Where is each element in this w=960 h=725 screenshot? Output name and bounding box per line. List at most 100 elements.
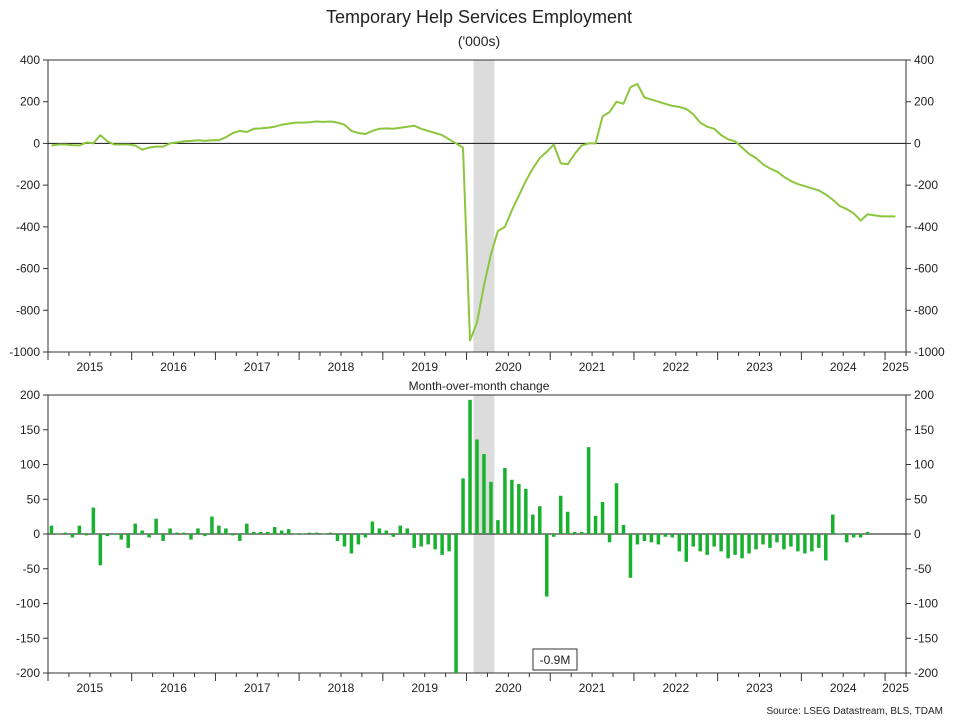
bar	[154, 518, 158, 534]
x-tick-label-year: 2020	[495, 360, 522, 374]
bar	[175, 532, 179, 534]
x-tick-label-year: 2018	[328, 360, 355, 374]
y-tick-label-right: -200	[914, 178, 938, 192]
x-tick-label-year: 2019	[411, 681, 438, 695]
bar	[112, 534, 117, 535]
chart-title: Temporary Help Services Employment	[326, 7, 632, 27]
bar	[565, 511, 570, 534]
plot-frame	[47, 59, 907, 353]
bar	[740, 534, 744, 559]
mom-change-bar-chart: 200 200 150 150 100 100 50 50 0 0 -50 -50 -100 -100 -1…	[16, 388, 938, 695]
bar	[105, 534, 110, 537]
bar	[328, 532, 333, 534]
bar	[321, 533, 326, 535]
bar	[286, 529, 291, 534]
bar	[586, 447, 591, 534]
y-tick-label-left: -100	[16, 597, 40, 611]
y-tick-label-left: -1000	[9, 345, 40, 359]
bar	[810, 534, 814, 552]
y-tick-label-left: -50	[23, 562, 41, 576]
bar	[517, 483, 521, 534]
bar	[628, 534, 633, 578]
bar	[503, 467, 507, 534]
bar	[293, 533, 298, 535]
x-tick-label-year: 2016	[160, 360, 187, 374]
bar	[189, 534, 193, 540]
bar	[865, 531, 870, 534]
bar	[377, 528, 382, 534]
bar	[98, 534, 103, 566]
bar	[761, 534, 765, 545]
bar	[231, 534, 235, 536]
bar	[217, 525, 221, 534]
bar	[461, 478, 465, 534]
bar	[489, 481, 493, 534]
bar	[789, 534, 793, 547]
x-tick-label-year: 2019	[411, 360, 438, 374]
y-tick-label-left: 200	[20, 95, 40, 109]
bar	[858, 534, 863, 538]
y-tick-label-left: -200	[16, 178, 40, 192]
bar	[224, 528, 228, 534]
x-tick-label-year: 2025	[882, 681, 909, 695]
level-line-chart: 400 400 200 200 0 0 -200 -200 -400 -400 -600 -600 -8…	[9, 53, 945, 374]
bar	[579, 531, 584, 534]
bar	[412, 534, 416, 548]
bar	[677, 534, 682, 552]
bar	[538, 506, 542, 534]
y-tick-label-left: -400	[16, 220, 40, 234]
bar	[84, 534, 89, 536]
y-tick-label-right: 200	[914, 95, 934, 109]
bar	[475, 439, 479, 534]
bar	[196, 528, 200, 534]
bar	[754, 534, 758, 550]
x-tick-label-year: 2022	[662, 681, 689, 695]
bar	[140, 530, 144, 534]
y-tick-label-left: 100	[20, 458, 40, 472]
bar	[635, 534, 640, 545]
x-tick-label-year: 2015	[77, 360, 104, 374]
bar	[133, 523, 137, 534]
series-line	[51, 83, 896, 342]
bar	[259, 531, 263, 534]
y-tick-label-right: -50	[914, 562, 932, 576]
bar	[91, 507, 96, 534]
bar	[831, 514, 835, 534]
bar	[649, 534, 654, 543]
bar	[670, 534, 675, 538]
bar	[600, 502, 605, 534]
y-tick-label-right: -100	[914, 597, 938, 611]
y-tick-label-left: -200	[16, 666, 40, 680]
bar	[545, 534, 549, 597]
x-tick-label-year: 2016	[160, 681, 187, 695]
bar	[851, 534, 856, 538]
bar	[726, 534, 730, 559]
y-tick-label-left: 200	[20, 388, 40, 402]
y-tick-label-right: -800	[914, 303, 938, 317]
bar	[77, 525, 82, 534]
x-tick-label-year: 2015	[77, 681, 104, 695]
bar	[63, 532, 68, 534]
x-tick-label-year: 2021	[579, 681, 606, 695]
bar	[342, 534, 347, 547]
bar	[398, 525, 403, 534]
bar	[663, 534, 668, 537]
y-tick-label-left: -150	[16, 631, 40, 645]
bar	[691, 534, 695, 547]
bar	[531, 514, 535, 534]
bar	[496, 520, 500, 534]
bar	[817, 534, 821, 548]
y-tick-label-right: -600	[914, 262, 938, 276]
recession-shading	[473, 60, 495, 352]
y-tick-label-left: 150	[20, 423, 40, 437]
bar	[558, 495, 563, 534]
bar	[551, 534, 556, 537]
bar	[168, 528, 172, 534]
chart-subtitle: ('000s)	[458, 33, 500, 49]
y-tick-label-left: 0	[33, 527, 40, 541]
bar	[405, 528, 409, 534]
y-tick-label-right: -150	[914, 631, 938, 645]
y-tick-label-left: -800	[16, 303, 40, 317]
y-tick-label-right: 100	[914, 458, 934, 472]
